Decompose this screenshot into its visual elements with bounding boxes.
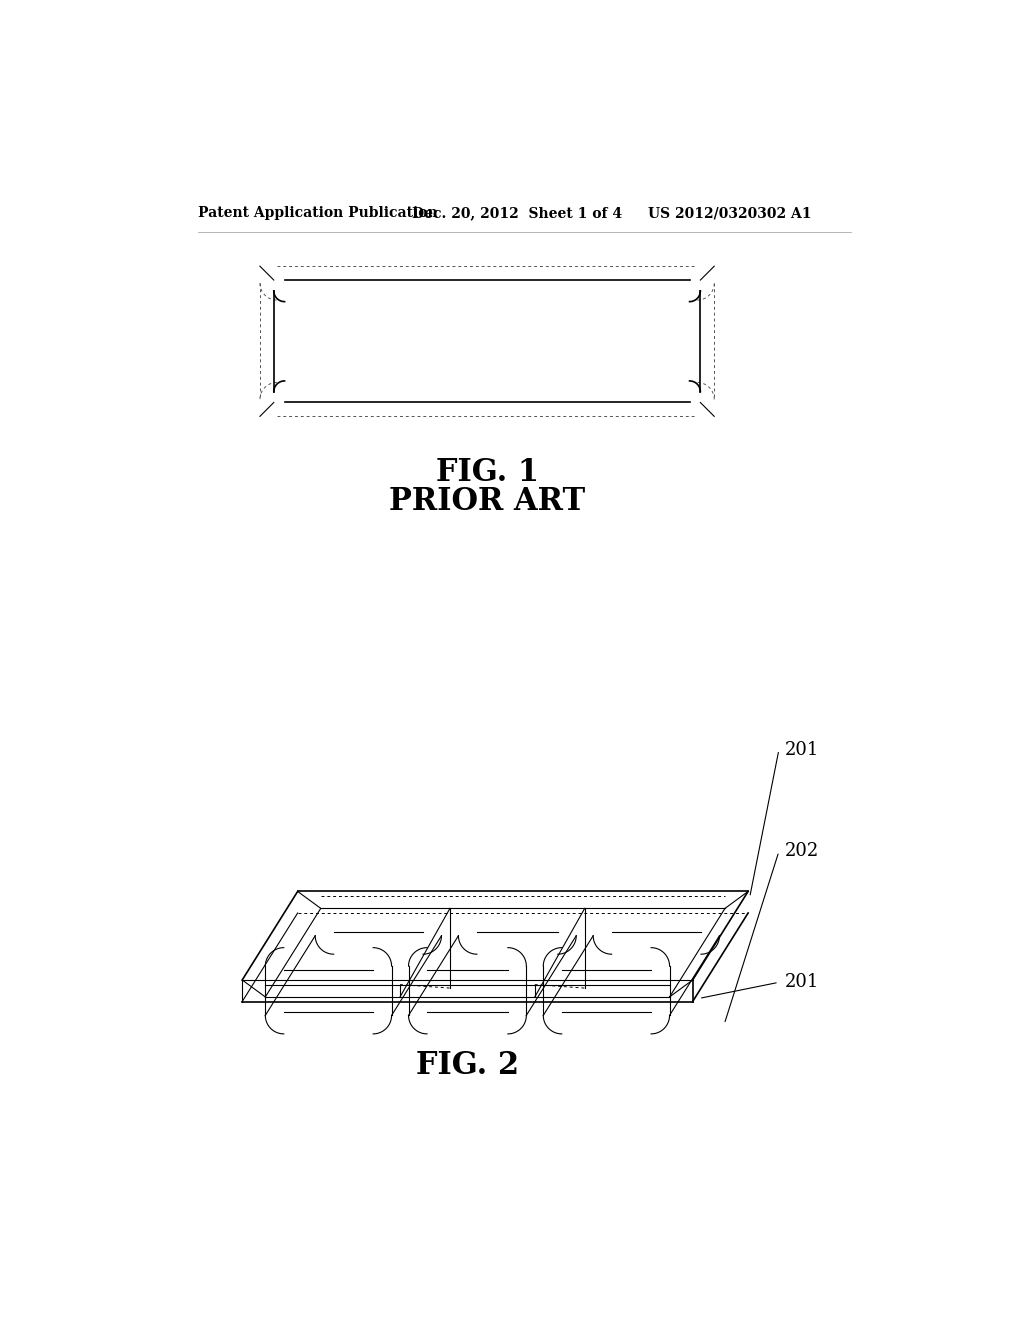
Text: 201: 201 — [785, 741, 819, 759]
Text: Patent Application Publication: Patent Application Publication — [199, 206, 438, 220]
Text: PRIOR ART: PRIOR ART — [389, 486, 585, 516]
Text: 201: 201 — [785, 973, 819, 991]
Text: US 2012/0320302 A1: US 2012/0320302 A1 — [648, 206, 811, 220]
Text: Dec. 20, 2012  Sheet 1 of 4: Dec. 20, 2012 Sheet 1 of 4 — [412, 206, 622, 220]
Text: FIG. 2: FIG. 2 — [416, 1051, 519, 1081]
Text: FIG. 1: FIG. 1 — [435, 457, 539, 488]
Text: 202: 202 — [785, 842, 819, 861]
